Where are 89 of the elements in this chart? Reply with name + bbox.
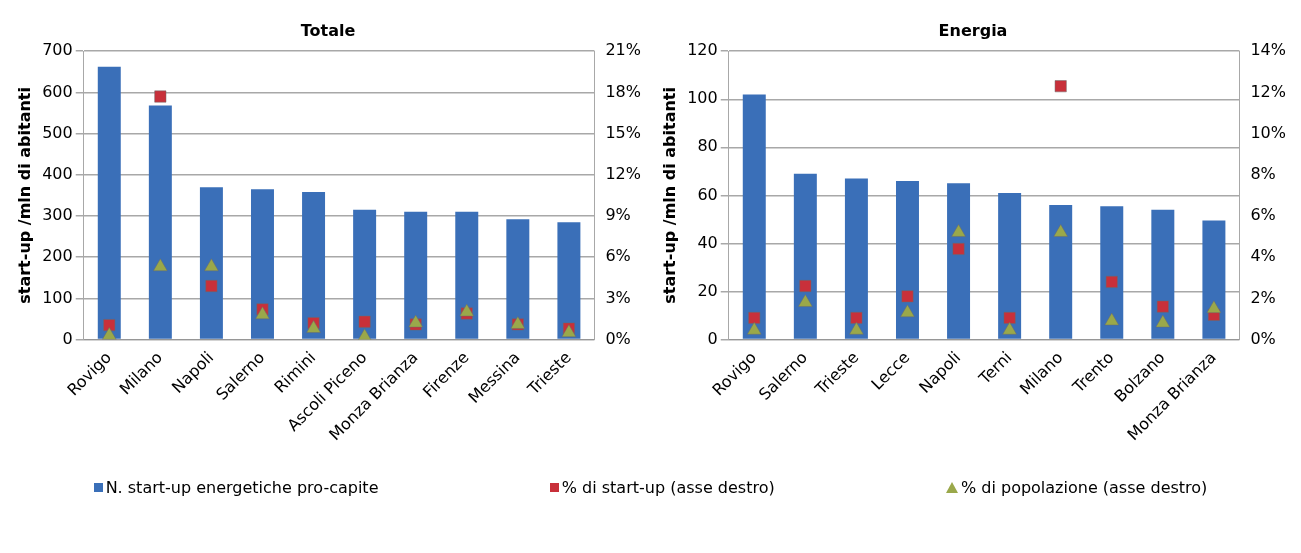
- point: [1104, 312, 1119, 326]
- point: [747, 322, 762, 335]
- point: [358, 315, 371, 328]
- point: [154, 90, 167, 103]
- y-tick-label: 700: [42, 40, 73, 60]
- point: [103, 319, 116, 332]
- point: [1156, 300, 1169, 313]
- bar: [250, 189, 274, 339]
- point: [205, 280, 218, 292]
- y2-tick-label: 2%: [1250, 287, 1276, 307]
- point: [1053, 224, 1068, 237]
- point: [850, 312, 863, 324]
- point: [459, 303, 474, 317]
- y-tick-label: 80: [697, 136, 718, 156]
- point: [255, 306, 270, 320]
- bar: [455, 211, 479, 339]
- point: [798, 294, 813, 307]
- bar: [1049, 205, 1073, 339]
- legend-label: % di popolazione (asse destro): [961, 478, 1208, 497]
- y-tick-label: 20: [697, 280, 718, 300]
- y2-tick-label: 15%: [605, 122, 641, 142]
- y-tick-label: 400: [42, 163, 73, 183]
- y2-tick-label: 4%: [1250, 246, 1276, 266]
- point: [952, 243, 965, 255]
- y2-tick-label: 9%: [605, 205, 631, 225]
- bar: [199, 187, 223, 339]
- point: [306, 320, 321, 333]
- y2-tick-label: 8%: [1250, 163, 1276, 183]
- point: [408, 314, 423, 328]
- bar: [998, 192, 1022, 339]
- point: [748, 312, 761, 324]
- y2-tick-label: 6%: [1250, 205, 1276, 225]
- bar: [947, 183, 971, 339]
- bar: [404, 211, 428, 339]
- y2-tick-label: 10%: [1250, 122, 1286, 142]
- chart-title: Totale: [300, 20, 356, 40]
- y-tick-label: 200: [42, 246, 73, 266]
- chart-title: Energia: [938, 20, 1008, 40]
- legend-label: N. start-up energetiche pro-capite: [105, 478, 379, 497]
- bar: [1151, 209, 1175, 339]
- y-tick-label: 120: [687, 40, 718, 60]
- y2-tick-label: 12%: [605, 163, 641, 183]
- point: [1155, 314, 1171, 328]
- point: [951, 224, 966, 237]
- point: [102, 327, 117, 340]
- bar: [742, 94, 766, 339]
- bar: [148, 105, 172, 339]
- y2-tick-label: 14%: [1250, 40, 1286, 60]
- bar: [895, 180, 919, 339]
- point: [1105, 275, 1118, 288]
- y2-tick-label: 0%: [605, 328, 631, 348]
- bar: [302, 192, 326, 339]
- point: [153, 258, 168, 272]
- y2-tick-label: 6%: [605, 246, 631, 266]
- y-axis-title: start-up /mln di abitanti: [659, 87, 679, 304]
- y-tick-label: 60: [697, 184, 718, 204]
- y2-tick-label: 0%: [1250, 328, 1276, 348]
- point: [1206, 300, 1222, 313]
- bar: [1100, 206, 1124, 339]
- y-tick-label: 600: [42, 81, 73, 101]
- y2-tick-label: 21%: [605, 40, 641, 60]
- point: [849, 322, 864, 335]
- point: [204, 258, 219, 272]
- bar: [97, 66, 121, 339]
- bar: [557, 222, 581, 339]
- bar: [844, 178, 868, 339]
- y-tick-label: 300: [42, 205, 73, 225]
- y-tick-label: 40: [697, 232, 718, 252]
- y2-tick-label: 12%: [1250, 81, 1286, 101]
- y2-tick-label: 3%: [605, 287, 631, 307]
- bar: [1202, 220, 1226, 339]
- y-tick-label: 0: [707, 328, 718, 348]
- point: [901, 290, 914, 303]
- y-tick-label: 500: [42, 122, 73, 142]
- point: [357, 328, 372, 340]
- point: [900, 304, 915, 318]
- bar: [793, 173, 817, 339]
- point: [1003, 312, 1016, 324]
- point: [1054, 80, 1067, 93]
- legend-label: % di start-up (asse destro): [561, 478, 775, 497]
- point: [1002, 322, 1017, 335]
- point: [799, 280, 812, 292]
- y2-tick-label: 18%: [605, 81, 641, 101]
- y-tick-label: 0: [62, 328, 73, 348]
- bar: [353, 209, 377, 339]
- y-tick-label: 100: [42, 287, 73, 307]
- y-axis-title: start-up /mln di abitanti: [14, 87, 34, 304]
- y-tick-label: 100: [687, 88, 718, 108]
- bar: [506, 219, 530, 339]
